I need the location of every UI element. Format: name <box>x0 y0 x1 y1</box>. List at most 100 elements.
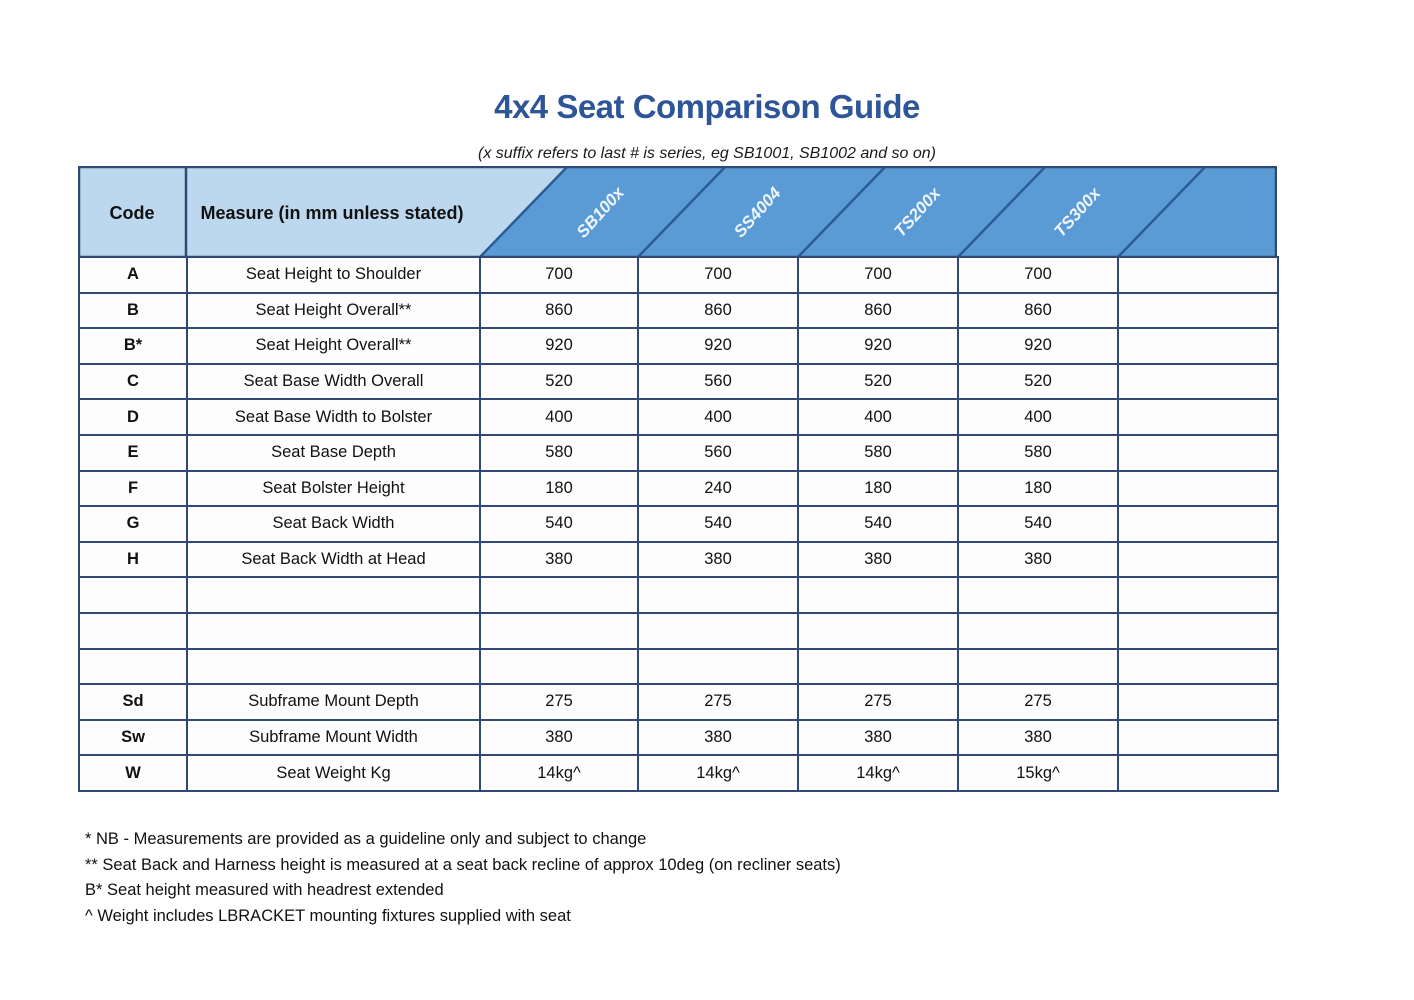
value-cell: 275 <box>479 683 639 721</box>
footnotes: * NB - Measurements are provided as a gu… <box>85 827 841 929</box>
value-cell: 580 <box>957 433 1119 472</box>
value-cell: 400 <box>797 398 959 436</box>
value-cell: 400 <box>957 398 1119 436</box>
empty-cell <box>1117 754 1279 792</box>
value-cell: 380 <box>479 718 639 757</box>
table-row: H Seat Back Width at Head 380 380 380 380 <box>78 540 1279 579</box>
value-cell: 520 <box>479 362 639 401</box>
value-cell: 540 <box>797 505 959 543</box>
value-cell: 560 <box>637 362 799 401</box>
code-cell <box>78 611 188 650</box>
value-cell: 920 <box>797 327 959 365</box>
empty-cell <box>1117 647 1279 686</box>
value-cell: 240 <box>637 469 799 508</box>
value-cell: 380 <box>797 718 959 757</box>
table-row <box>78 647 1279 686</box>
value-cell: 275 <box>637 683 799 721</box>
empty-cell <box>1117 683 1279 721</box>
value-cell <box>957 611 1119 650</box>
value-cell: 380 <box>637 718 799 757</box>
code-cell: C <box>78 362 188 401</box>
value-cell: 180 <box>797 469 959 508</box>
value-cell: 860 <box>479 291 639 330</box>
value-cell <box>957 647 1119 686</box>
measure-cell: Subframe Mount Width <box>186 718 481 757</box>
value-cell: 400 <box>479 398 639 436</box>
measure-cell: Seat Height to Shoulder <box>186 256 481 294</box>
measure-cell: Seat Base Width to Bolster <box>186 398 481 436</box>
value-cell: 580 <box>479 433 639 472</box>
value-cell <box>637 611 799 650</box>
value-cell: 380 <box>797 540 959 579</box>
code-cell: Sd <box>78 683 188 721</box>
value-cell: 700 <box>637 256 799 294</box>
code-column-header: Code <box>110 203 155 223</box>
value-cell: 580 <box>797 433 959 472</box>
table-row: Sd Subframe Mount Depth 275 275 275 275 <box>78 683 1279 721</box>
value-cell: 180 <box>957 469 1119 508</box>
table-row: A Seat Height to Shoulder 700 700 700 700 <box>78 256 1279 294</box>
value-cell: 860 <box>797 291 959 330</box>
footnote: B* Seat height measured with headrest ex… <box>85 881 444 899</box>
value-cell <box>479 647 639 686</box>
table-row: Sw Subframe Mount Width 380 380 380 380 <box>78 718 1279 757</box>
code-cell: B <box>78 291 188 330</box>
measure-cell: Seat Height Overall** <box>186 291 481 330</box>
table-row: G Seat Back Width 540 540 540 540 <box>78 505 1279 543</box>
table-header: Code Measure (in mm unless stated) SB100… <box>78 166 1277 258</box>
value-cell <box>957 576 1119 614</box>
value-cell: 700 <box>957 256 1119 294</box>
empty-cell <box>1117 576 1279 614</box>
comparison-table: Code Measure (in mm unless stated) SB100… <box>78 166 1279 792</box>
value-cell: 560 <box>637 433 799 472</box>
value-cell: 700 <box>797 256 959 294</box>
value-cell: 14kg^ <box>479 754 639 792</box>
value-cell: 920 <box>957 327 1119 365</box>
empty-cell <box>1117 540 1279 579</box>
value-cell: 180 <box>479 469 639 508</box>
value-cell: 380 <box>479 540 639 579</box>
value-cell: 380 <box>957 718 1119 757</box>
measurement-grid: A Seat Height to Shoulder 700 700 700 700 B Sea… <box>78 256 1279 792</box>
value-cell: 275 <box>797 683 959 721</box>
code-cell: H <box>78 540 188 579</box>
code-cell: G <box>78 505 188 543</box>
empty-cell <box>1117 469 1279 508</box>
value-cell: 400 <box>637 398 799 436</box>
measure-cell: Seat Base Depth <box>186 433 481 472</box>
table-row: D Seat Base Width to Bolster 400 400 400 400 <box>78 398 1279 436</box>
empty-cell <box>1117 718 1279 757</box>
value-cell: 920 <box>479 327 639 365</box>
value-cell <box>797 647 959 686</box>
measure-cell: Seat Back Width <box>186 505 481 543</box>
measure-cell: Seat Back Width at Head <box>186 540 481 579</box>
value-cell: 520 <box>797 362 959 401</box>
code-cell <box>78 576 188 614</box>
value-cell: 540 <box>479 505 639 543</box>
code-cell: D <box>78 398 188 436</box>
table-row: C Seat Base Width Overall 520 560 520 520 <box>78 362 1279 401</box>
measure-cell <box>186 611 481 650</box>
table-row <box>78 611 1279 650</box>
measure-cell: Subframe Mount Depth <box>186 683 481 721</box>
header-border <box>78 166 1277 258</box>
measure-cell: Seat Bolster Height <box>186 469 481 508</box>
table-row: W Seat Weight Kg 14kg^ 14kg^ 14kg^ 15kg^ <box>78 754 1279 792</box>
table-row: B* Seat Height Overall** 920 920 920 920 <box>78 327 1279 365</box>
table-body: A Seat Height to Shoulder 700 700 700 700 B Sea… <box>78 256 1279 792</box>
measure-cell: Seat Base Width Overall <box>186 362 481 401</box>
value-cell: 275 <box>957 683 1119 721</box>
diagonal-divider <box>796 166 887 258</box>
measure-cell <box>186 647 481 686</box>
measure-cell: Seat Weight Kg <box>186 754 481 792</box>
code-cell: W <box>78 754 188 792</box>
measure-cell: Seat Height Overall** <box>186 327 481 365</box>
diagonal-divider <box>636 166 727 258</box>
empty-cell <box>1117 611 1279 650</box>
code-cell: B* <box>78 327 188 365</box>
measure-cell <box>186 576 481 614</box>
footnote: * NB - Measurements are provided as a gu… <box>85 830 647 848</box>
table-row: B Seat Height Overall** 860 860 860 860 <box>78 291 1279 330</box>
value-cell: 920 <box>637 327 799 365</box>
